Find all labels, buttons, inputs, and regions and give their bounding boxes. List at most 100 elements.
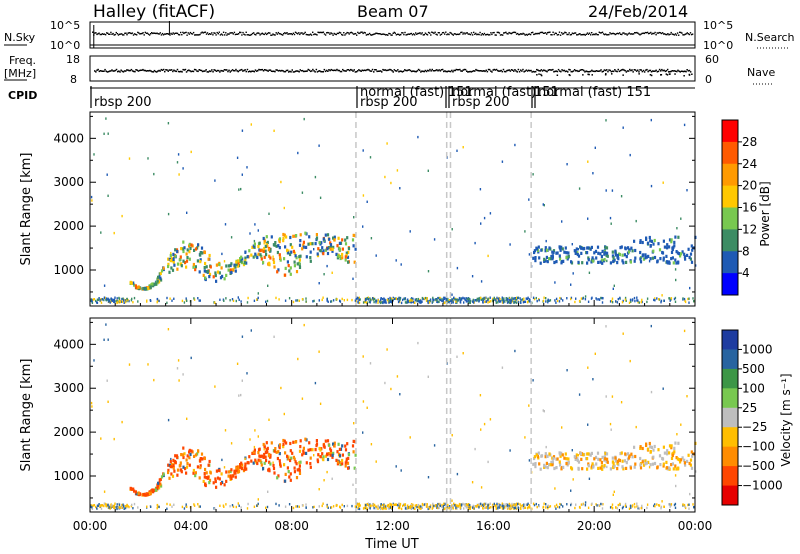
power-echo <box>218 263 221 267</box>
cpid-divider-lines <box>355 318 532 512</box>
freq-point <box>272 70 274 73</box>
velocity-echo <box>119 506 122 509</box>
nsky-point <box>277 31 280 34</box>
velocity-echo <box>677 466 680 470</box>
nsky-point <box>554 32 556 34</box>
power-echo <box>441 299 443 303</box>
velocity-echo <box>116 507 118 511</box>
velocity-echo <box>674 502 677 506</box>
velocity-echo <box>290 456 293 460</box>
nsky-point <box>255 34 257 36</box>
power-echo <box>375 299 378 302</box>
velocity-echo <box>329 447 332 451</box>
nsky-point <box>295 32 298 34</box>
nsky-point <box>533 33 535 36</box>
velocity-echo <box>544 452 547 456</box>
power-echo <box>293 251 296 255</box>
power-echo <box>511 300 513 304</box>
velocity-echo <box>587 464 590 468</box>
power-echo <box>369 156 372 159</box>
power-echo <box>542 203 544 206</box>
nsky-point <box>438 32 440 34</box>
velocity-echo <box>185 465 189 469</box>
power-echo <box>483 216 486 220</box>
velocity-echo <box>577 466 580 470</box>
nsky-point <box>154 32 156 34</box>
velocity-echo <box>581 467 584 471</box>
freq-point <box>495 68 498 71</box>
power-echo <box>341 256 344 260</box>
freq-point <box>418 69 421 72</box>
velocity-echo <box>183 452 186 456</box>
freq-point <box>333 69 336 71</box>
power-echo <box>90 299 92 302</box>
freq-point <box>275 69 277 71</box>
power-echo <box>625 260 628 264</box>
power-echo <box>466 300 468 303</box>
velocity-echo <box>653 461 657 466</box>
power-echo <box>551 257 554 261</box>
power-echo <box>329 245 332 249</box>
freq-point <box>576 69 578 72</box>
velocity-echo <box>683 458 686 462</box>
freq-point <box>288 71 290 73</box>
power-echo <box>397 300 400 304</box>
freq-point <box>482 70 484 72</box>
freq-tick-bottom: 8 <box>70 73 77 86</box>
nsky-point <box>484 34 487 36</box>
power-echo <box>617 297 619 301</box>
velocity-echo <box>421 506 423 509</box>
velocity-echo <box>100 504 102 507</box>
velocity-echo <box>318 505 320 508</box>
velocity-echo <box>312 506 314 509</box>
velocity-echo <box>528 504 530 507</box>
power-echo <box>235 260 238 264</box>
freq-point <box>598 70 600 72</box>
power-echo <box>466 297 469 301</box>
velocity-echo <box>313 454 315 457</box>
velocity-echo <box>127 504 129 508</box>
nsky-point <box>394 32 396 34</box>
power-echo <box>171 299 173 302</box>
nsky-point <box>312 31 314 33</box>
freq-point <box>430 70 432 72</box>
nsky-point <box>514 31 517 34</box>
nsky-point <box>562 33 564 35</box>
freq-point <box>314 71 316 73</box>
power-echo <box>527 301 529 304</box>
power-echo <box>106 173 108 176</box>
freq-point <box>677 69 679 72</box>
power-echo <box>545 297 547 300</box>
freq-point <box>633 69 636 71</box>
power-echo <box>244 256 247 260</box>
velocity-echo <box>623 459 626 463</box>
freq-point <box>142 68 144 71</box>
power-echo <box>545 255 548 259</box>
power-echo <box>524 300 527 303</box>
freq-point <box>575 70 577 72</box>
power-echo <box>460 298 462 302</box>
velocity-echo <box>246 507 249 510</box>
velocity-echo <box>266 446 269 450</box>
power-echo <box>601 301 604 304</box>
power-echo <box>335 252 338 256</box>
velocity-echo <box>126 503 128 507</box>
velocity-echo <box>375 505 378 508</box>
nsky-point <box>468 33 471 35</box>
freq-point <box>523 71 525 73</box>
power-echo <box>407 301 409 304</box>
power-echo <box>309 242 312 246</box>
velocity-echo <box>650 390 653 394</box>
cpid-segment-label: rbsp 200 <box>360 95 418 110</box>
freq-point <box>206 71 208 73</box>
power-echo <box>290 250 293 254</box>
velocity-echo <box>198 505 200 508</box>
nsky-point <box>314 33 316 35</box>
velocity-echo <box>107 400 109 403</box>
freq-point <box>114 69 117 72</box>
power-echo <box>600 296 602 300</box>
power-echo <box>257 292 259 295</box>
power-echo <box>452 301 454 304</box>
power-echo <box>480 222 482 225</box>
velocity-echo <box>326 504 328 507</box>
